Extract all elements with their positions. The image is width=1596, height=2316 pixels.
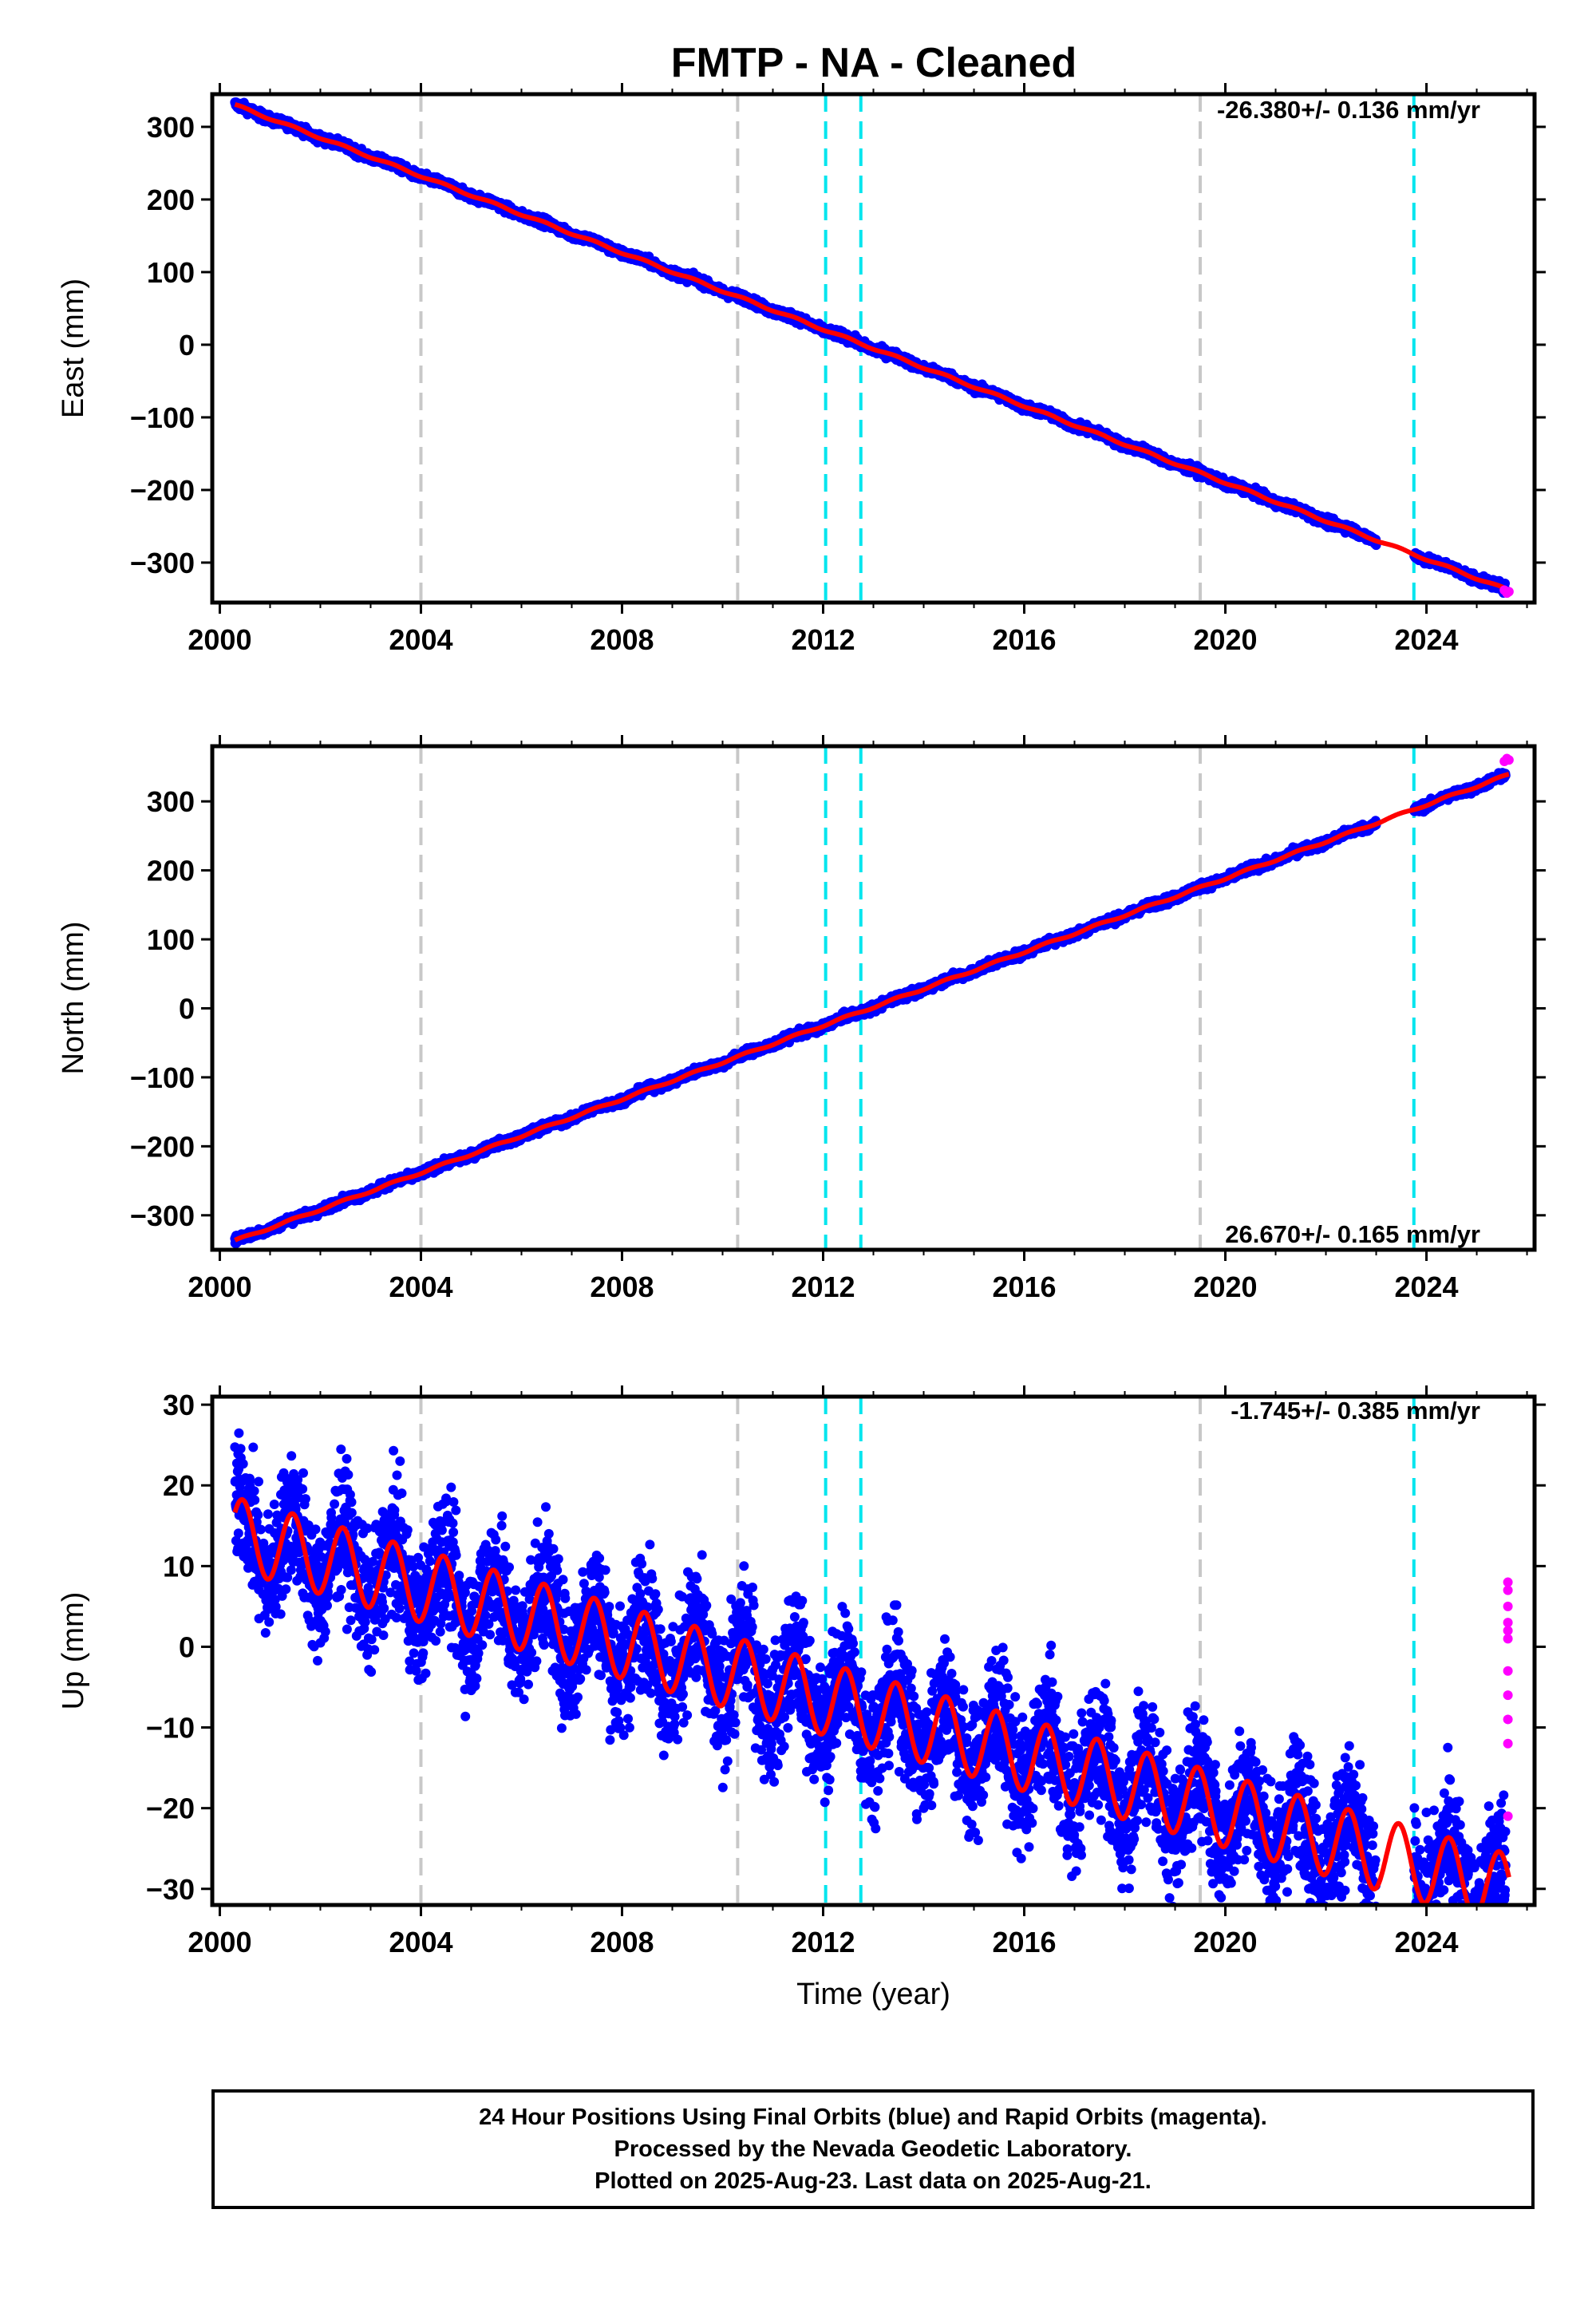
x-tick-label: 2008 — [590, 623, 654, 656]
model-fit-line — [234, 101, 1511, 593]
plot-area — [230, 746, 1514, 1250]
y-tick-label: 300 — [147, 111, 195, 144]
rapid-orbit-point — [1503, 587, 1514, 597]
x-tick-label: 2016 — [992, 623, 1056, 656]
y-axis-title: East (mm) — [57, 279, 90, 418]
y-tick-label: −100 — [130, 401, 195, 434]
panels: 2000 2004 2008 2012 2016 2020 2024−300−200−100… — [57, 83, 1546, 2011]
x-tick-label: 2004 — [389, 623, 452, 656]
x-tick-label: 2000 — [188, 623, 251, 656]
y-tick-label: −300 — [130, 547, 195, 579]
panel-north: 2000 2004 2008 2012 2016 2020 2024−300−200−100… — [57, 735, 1546, 1303]
y-tick-label: 100 — [147, 256, 195, 289]
y-tick-label: 0 — [179, 329, 195, 362]
x-tick-label: 2012 — [791, 623, 855, 656]
x-tick-label: 2020 — [1193, 623, 1257, 656]
panel-east: 2000 2004 2008 2012 2016 2020 2024−300−200−100… — [57, 83, 1546, 656]
velocity-label: -26.380+/- 0.136 mm/yr — [1217, 96, 1480, 124]
plot-area — [230, 94, 1514, 603]
x-tick-label: 2024 — [1394, 623, 1458, 656]
figure-title: FMTP - NA - Cleaned — [671, 40, 1077, 86]
y-tick-label: 200 — [147, 184, 195, 216]
y-tick-label: −200 — [130, 474, 195, 507]
